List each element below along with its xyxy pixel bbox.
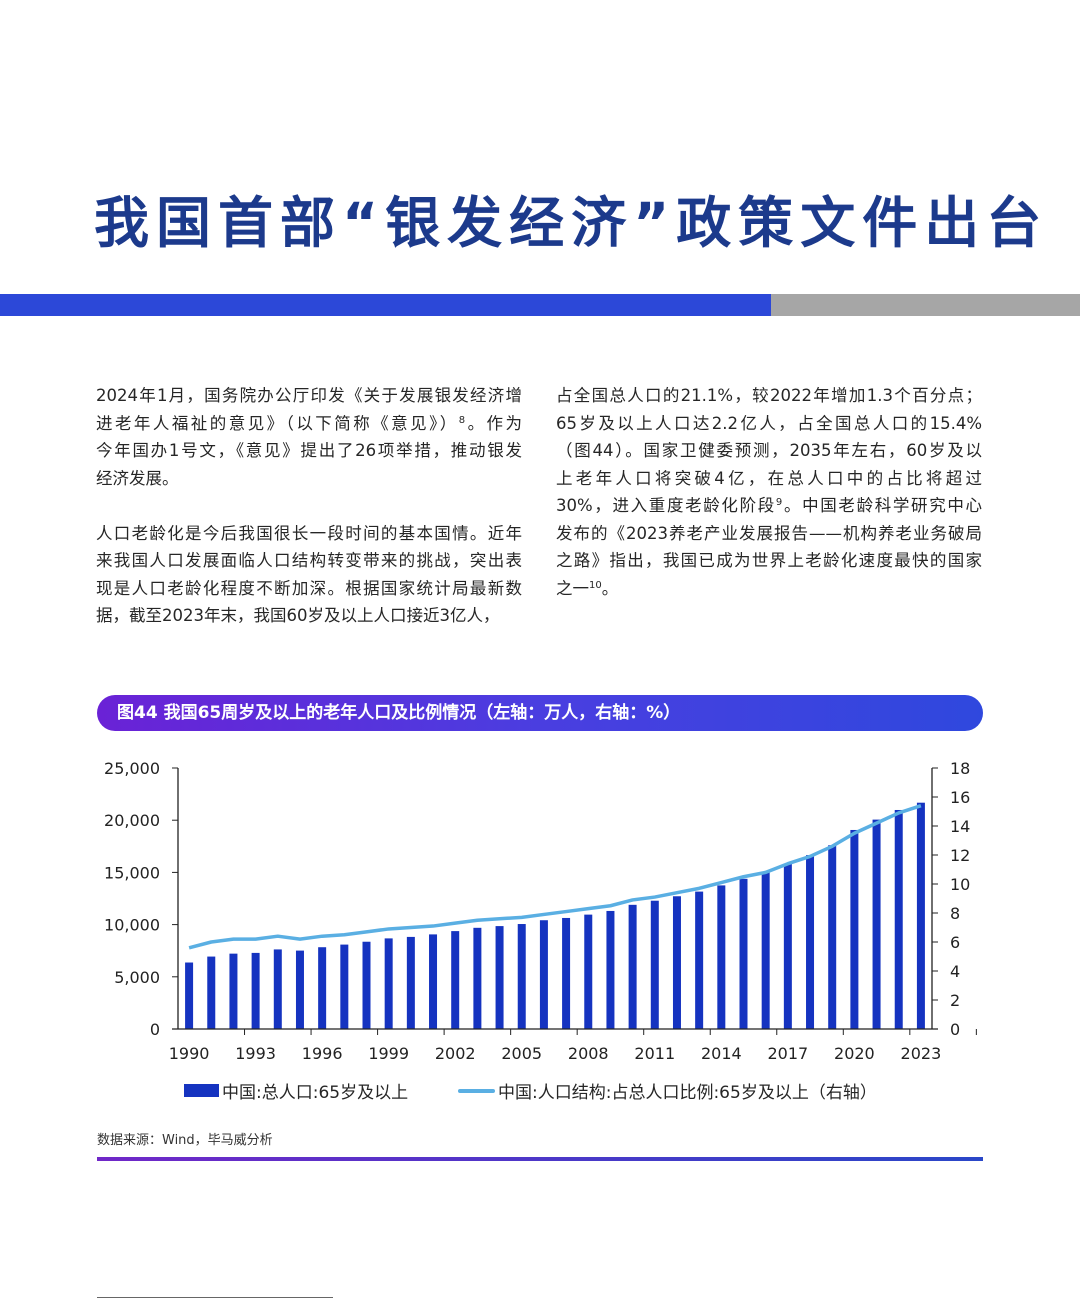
footnote-ref: 9 xyxy=(775,497,783,508)
right-tick-label: 16 xyxy=(950,788,970,807)
bar xyxy=(207,956,216,1029)
left-text-column: 2024年1月，国务院办公厅印发《关于发展银发经济增 进老年人福祉的意见》（以下简… xyxy=(96,382,522,630)
bar xyxy=(318,947,327,1029)
bar xyxy=(672,896,681,1029)
right-tick-label: 4 xyxy=(950,962,960,981)
left-tick-label: 10,000 xyxy=(104,916,160,935)
legend-line-swatch xyxy=(458,1088,495,1093)
right-tick-label: 18 xyxy=(950,759,970,778)
bar xyxy=(739,878,748,1029)
paragraph-line: 进老年人福祉的意见》（以下简称《意见》）8。作为 xyxy=(96,413,523,433)
bar xyxy=(828,845,837,1029)
data-source: 数据来源：Wind，毕马威分析 xyxy=(97,1133,273,1148)
bar xyxy=(384,938,393,1029)
header-accent-bar xyxy=(0,294,771,316)
x-tick-label: 2023 xyxy=(901,1044,942,1063)
footnote-ref: 8 xyxy=(458,414,466,426)
paragraph-line: 来我国人口发展面临人口结构转变带来的挑战，突出表 xyxy=(96,551,522,570)
bar xyxy=(916,802,925,1029)
paragraph-line: 现是人口老龄化程度不断加深。根据国家统计局最新数 xyxy=(96,578,522,598)
legend-bar-swatch xyxy=(184,1084,219,1097)
x-tick-label: 1990 xyxy=(169,1044,210,1063)
left-tick-label: 0 xyxy=(150,1020,160,1039)
bar xyxy=(273,949,282,1029)
header-gray-bar xyxy=(771,294,1080,316)
x-tick-label: 2005 xyxy=(501,1044,542,1063)
x-tick-label: 2008 xyxy=(568,1044,609,1063)
right-tick-label: 14 xyxy=(950,817,970,836)
left-tick-label: 5,000 xyxy=(114,968,160,987)
right-tick-label: 2 xyxy=(950,991,960,1010)
bar xyxy=(894,809,903,1029)
paragraph-line: 之一10。 xyxy=(556,578,619,598)
figure-title: 图44 我国65周岁及以上的老年人口及比例情况（左轴：万人，右轴：%） xyxy=(97,695,983,731)
bar xyxy=(562,917,571,1029)
bar xyxy=(850,829,859,1029)
bar xyxy=(429,934,438,1029)
left-tick-label: 25,000 xyxy=(104,759,160,778)
paragraph-line: 65岁及以上人口达2.2亿人，占全国总人口的15.4% xyxy=(556,413,982,433)
bar xyxy=(473,927,482,1029)
paragraph-line: 经济发展。 xyxy=(96,468,179,488)
right-tick-label: 12 xyxy=(950,846,970,865)
paragraph-line: 之路》指出，我国已成为世界上老龄化速度最快的国家 xyxy=(556,551,982,570)
bar xyxy=(495,926,504,1029)
figure-bottom-rule xyxy=(97,1157,983,1161)
left-tick-label: 15,000 xyxy=(104,863,160,882)
x-tick-label: 2002 xyxy=(435,1044,476,1063)
bar xyxy=(806,855,815,1029)
bar xyxy=(761,872,770,1029)
right-tick-label: 0 xyxy=(950,1020,960,1039)
bar xyxy=(539,920,548,1029)
page-title: 我国首部“银发经济”政策文件出台 xyxy=(94,191,1049,255)
footnote-rule xyxy=(97,1297,333,1298)
left-tick-label: 20,000 xyxy=(104,811,160,830)
right-tick-label: 6 xyxy=(950,933,960,952)
bar xyxy=(650,900,659,1029)
bar xyxy=(185,962,194,1029)
bar xyxy=(872,819,881,1029)
bar xyxy=(295,950,304,1029)
bar xyxy=(362,941,371,1029)
right-tick-label: 8 xyxy=(950,904,960,923)
paragraph-line: （图44）。国家卫健委预测，2035年左右，60岁及以 xyxy=(556,441,982,460)
x-tick-label: 2014 xyxy=(701,1044,742,1063)
bar xyxy=(406,936,415,1029)
bar xyxy=(451,931,460,1029)
bar xyxy=(783,863,792,1029)
paragraph-line: 据，截至2023年末，我国60岁及以上人口接近3亿人， xyxy=(96,606,500,625)
bar xyxy=(606,910,615,1029)
legend-bar-label: 中国:总人口:65岁及以上 xyxy=(222,1083,409,1103)
paragraph-line: 上老年人口将突破4亿，在总人口中的占比将超过 xyxy=(556,468,982,488)
legend-item-line: 中国:人口结构:占总人口比例:65岁及以上（右轴） xyxy=(458,1078,877,1103)
x-tick-label: 1993 xyxy=(235,1044,276,1063)
paragraph-line: 占全国总人口的21.1%，较2022年增加1.3个百分点； xyxy=(556,386,982,405)
bar xyxy=(695,891,704,1029)
right-tick-label: 10 xyxy=(950,875,970,894)
x-tick-label: 2017 xyxy=(767,1044,808,1063)
bar xyxy=(628,904,637,1029)
bar xyxy=(229,953,238,1029)
bar xyxy=(251,952,260,1029)
legend-item-bar: 中国:总人口:65岁及以上 xyxy=(184,1078,408,1103)
paragraph-line: 2024年1月，国务院办公厅印发《关于发展银发经济增 xyxy=(96,386,522,405)
bar xyxy=(340,944,349,1029)
legend-line-label: 中国:人口结构:占总人口比例:65岁及以上（右轴） xyxy=(498,1083,877,1103)
bar xyxy=(717,885,726,1029)
x-tick-label: 2020 xyxy=(834,1044,875,1063)
right-text-column: 占全国总人口的21.1%，较2022年增加1.3个百分点； 65岁及以上人口达2.… xyxy=(556,382,982,602)
ratio-line xyxy=(188,804,922,950)
paragraph-line: 人口老龄化是今后我国很长一段时间的基本国情。近年 xyxy=(96,523,522,543)
x-tick-label: 2011 xyxy=(634,1044,675,1063)
footnote-ref: 10 xyxy=(589,579,602,591)
paragraph-line: 发布的《2023养老产业发展报告——机构养老业务破局 xyxy=(556,523,982,543)
paragraph-line: 今年国办1号文，《意见》提出了26项举措，推动银发 xyxy=(96,441,522,460)
x-tick-label: 1999 xyxy=(368,1044,409,1063)
x-tick-label: 1996 xyxy=(302,1044,343,1063)
paragraph-line: 30%，进入重度老龄化阶段9。中国老龄科学研究中心 xyxy=(556,496,982,515)
bar xyxy=(517,924,526,1029)
bar xyxy=(584,914,593,1029)
